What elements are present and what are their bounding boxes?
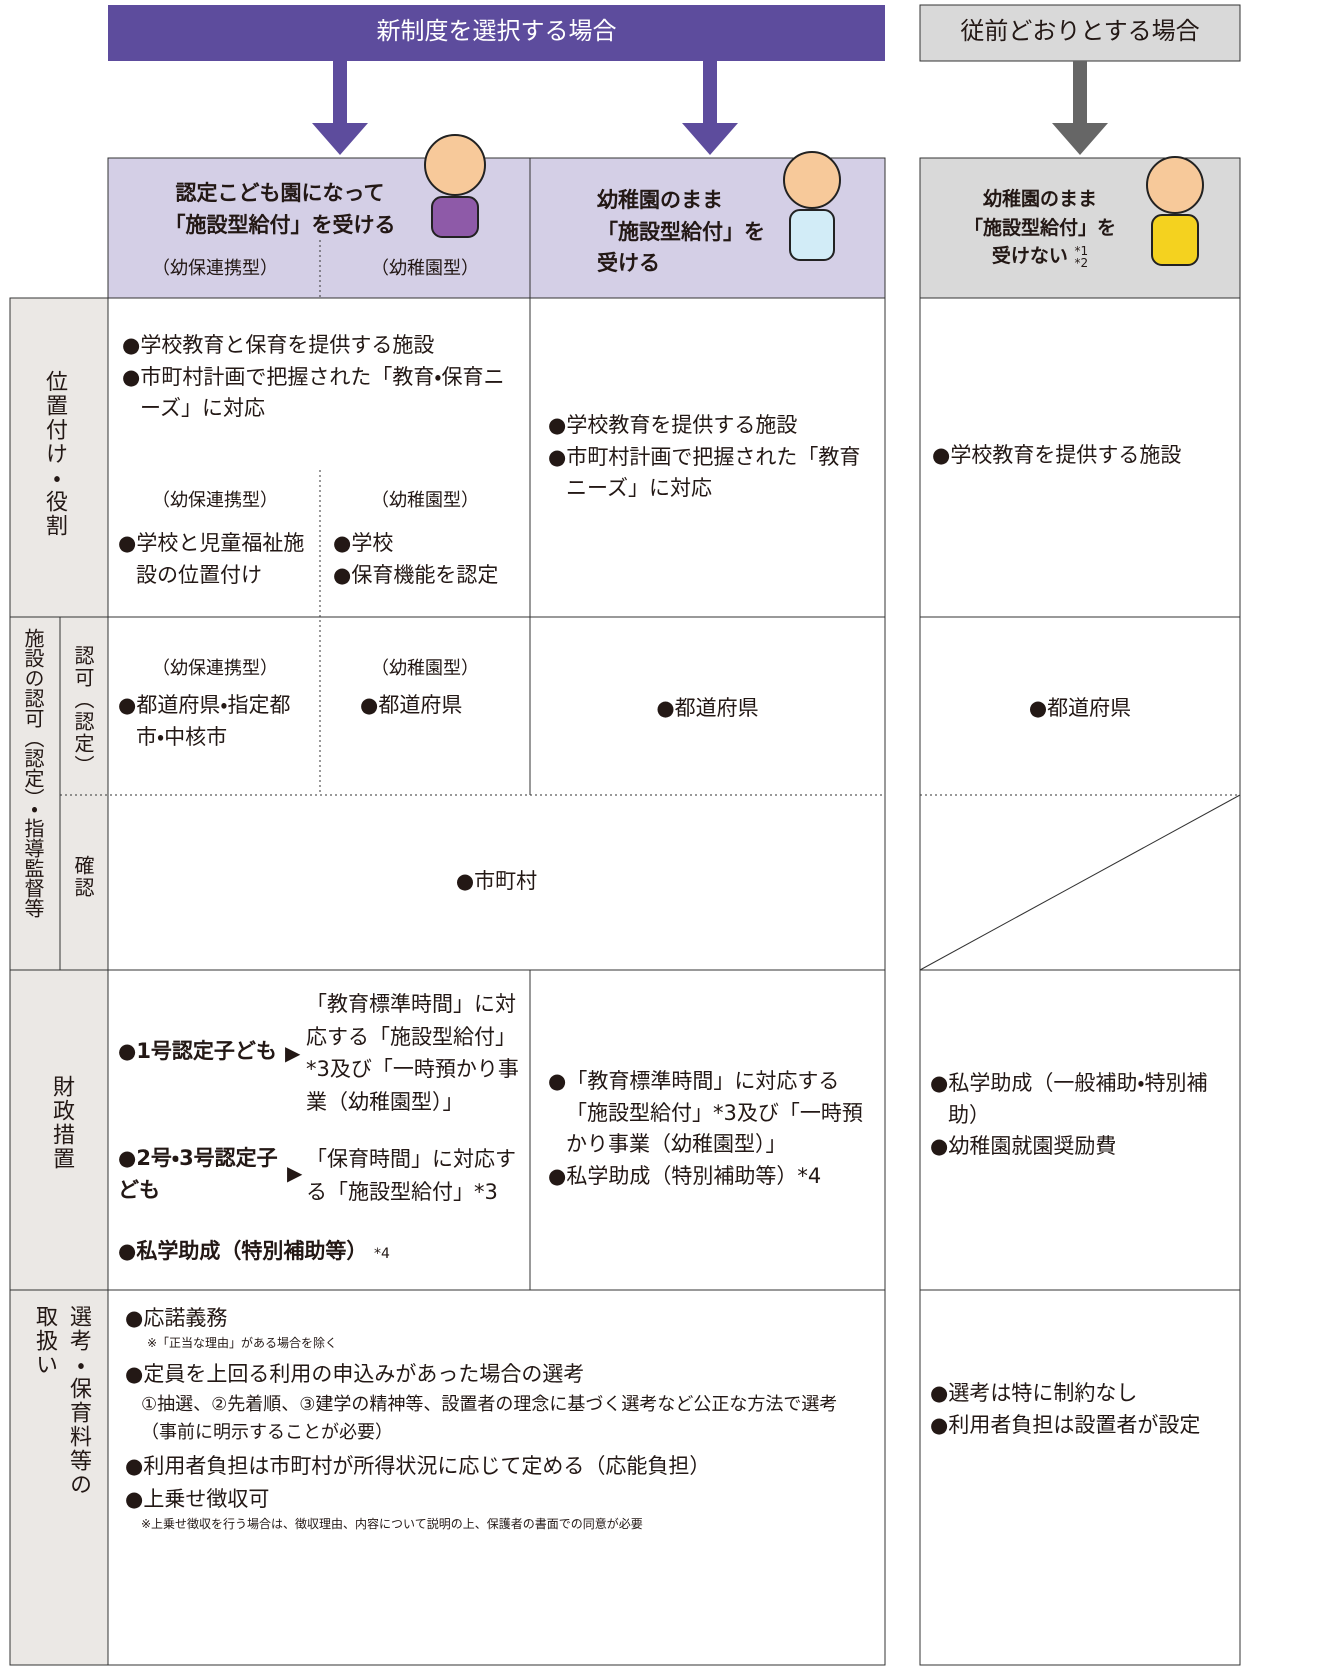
- sub-type: （幼保連携型）: [152, 258, 278, 279]
- item: ●学校教育を提供する施設: [548, 413, 798, 437]
- item: ●私学助成（一般補助・特別補助）: [930, 1071, 1208, 1127]
- child-illustration: [424, 134, 1204, 266]
- row-label: 施設の認可（認定）・指導監督等: [21, 628, 45, 918]
- item: ●学校教育と保育を提供する施設: [122, 333, 435, 357]
- title-line: 幼稚園のまま: [597, 188, 723, 212]
- table-border: [9, 297, 886, 1666]
- cell: ●「教育標準時間」に対応する「施設型給付」*3及び「一時預かり事業（幼稚園型）」…: [548, 1066, 878, 1192]
- title-line: 認定こども園になって: [175, 181, 385, 205]
- sub-type: （幼稚園型）: [371, 490, 479, 511]
- sub-type: （幼保連携型）: [152, 490, 278, 511]
- item: ●私学助成（特別補助等）*4: [548, 1163, 822, 1188]
- item: ●1号認定子ども: [118, 1039, 277, 1063]
- item: ●市町村: [455, 869, 538, 893]
- item-note: ①抽選、②先着順、③建学の精神等、設置者の理念に基づく選考など公正な方法で選考（…: [141, 1393, 838, 1443]
- item: 「教育標準時間」に対応する「施設型給付」*3及び「一時預かり事業（幼稚園型）」: [306, 992, 519, 1114]
- sub-type: （幼稚園型）: [371, 658, 479, 679]
- header-bar: [919, 4, 1241, 62]
- row-label: 財政措置: [49, 1075, 74, 1171]
- arrow: [312, 61, 738, 155]
- title-line: 「施設型給付」を: [963, 216, 1116, 239]
- title-line: 受ける: [597, 251, 660, 275]
- item-note: ※「正当な理由」がある場合を除く: [147, 1335, 338, 1350]
- item: ●都道府県: [656, 696, 759, 720]
- title-text: 受けない: [991, 245, 1068, 267]
- label-column: [10, 298, 108, 1665]
- item: ●選考は特に制約なし: [930, 1381, 1138, 1405]
- header-bar: [108, 5, 885, 61]
- item: ●学校教育を提供する施設: [932, 443, 1182, 467]
- row-label: 認可（認定）: [71, 645, 95, 777]
- item: ●学校と児童福祉施設の位置付け: [118, 531, 305, 587]
- row-label: 選考・保育料等の: [66, 1305, 91, 1497]
- dotted-divider: [60, 240, 1240, 796]
- cell: ●学校教育と保育を提供する施設 ●市町村計画で把握された「教育・保育ニーズ」に対…: [122, 330, 522, 425]
- cell: ●学校 ●保育機能を認定: [333, 528, 528, 591]
- item: ●利用者負担は設置者が設定: [930, 1412, 1201, 1437]
- item: ●上乗せ徴収可: [125, 1487, 270, 1512]
- header-conventional: 従前どおりとする場合: [960, 17, 1200, 45]
- footnote-mark: *1: [1074, 243, 1089, 258]
- item: ●定員を上回る利用の申込みがあった場合の選考: [125, 1362, 585, 1387]
- item: ●私学助成（特別補助等） *4: [118, 1236, 528, 1268]
- arrow: [1052, 61, 1108, 155]
- footnote-mark: *2: [1074, 255, 1089, 270]
- item: ●市町村計画で把握された「教育ニーズ」に対応: [548, 444, 861, 501]
- arrow-mark: ▶: [285, 1041, 301, 1065]
- sub-type: （幼保連携型）: [152, 658, 278, 679]
- item: ●学校: [333, 531, 394, 555]
- title-line: 幼稚園のまま: [982, 188, 1097, 210]
- column-title: 幼稚園のまま 「施設型給付」を 受けない *1 *2: [955, 185, 1125, 271]
- cell: ●応諾義務 ※「正当な理由」がある場合を除く ●定員を上回る利用の申込みがあった…: [125, 1303, 870, 1532]
- item-note: ※上乗せ徴収を行う場合は、徴収理由、内容について説明の上、保護者の書面での同意が…: [141, 1516, 643, 1531]
- item: ●保育機能を認定: [333, 562, 499, 587]
- item: ●都道府県・指定都市・中核市: [118, 693, 291, 749]
- footnote-mark: *4: [374, 1246, 390, 1262]
- item: ●幼稚園就園奨励費: [930, 1134, 1117, 1158]
- item: ●応諾義務: [125, 1306, 228, 1330]
- row-label: 確認: [71, 855, 95, 899]
- column-title: 認定こども園になって 「施設型給付」を受ける: [120, 178, 440, 241]
- cell: ●私学助成（一般補助・特別補助） ●幼稚園就園奨励費: [930, 1068, 1230, 1163]
- item: 「保育時間」に対応する「施設型給付」*3: [306, 1147, 516, 1204]
- table-border: [919, 297, 1241, 1666]
- sub-type: （幼稚園型）: [371, 258, 479, 279]
- cell: ●学校教育を提供する施設 ●市町村計画で把握された「教育ニーズ」に対応: [548, 410, 878, 505]
- item: ●2号・3号認定子ども: [118, 1146, 278, 1202]
- title-line: 「施設型給付」を受ける: [164, 212, 396, 237]
- header-cell: [107, 157, 886, 299]
- item: ●都道府県: [360, 693, 463, 717]
- header-new: 新制度を選択する場合: [376, 17, 617, 45]
- item: ●市町村計画で把握された「教育・保育ニーズ」に対応: [122, 364, 505, 421]
- item: ●「教育標準時間」に対応する「施設型給付」*3及び「一時預かり事業（幼稚園型）」: [548, 1069, 863, 1156]
- item-text: ●私学助成（特別補助等）: [118, 1239, 368, 1263]
- title-line: 「施設型給付」を: [597, 219, 765, 244]
- cell: ●選考は特に制約なし ●利用者負担は設置者が設定: [930, 1378, 1230, 1441]
- title-line: 受けない *1 *2: [955, 242, 1125, 271]
- row-label: 取扱い: [32, 1305, 57, 1377]
- item: ●都道府県: [1028, 696, 1132, 720]
- row-label: 位置付け・役割: [42, 370, 67, 538]
- item: ●利用者負担は市町村が所得状況に応じて定める（応能負担）: [125, 1453, 711, 1478]
- row-divider: [10, 298, 1241, 1665]
- column-title: 幼稚園のまま 「施設型給付」を 受ける: [597, 185, 787, 280]
- arrow-mark: ▶: [287, 1161, 303, 1185]
